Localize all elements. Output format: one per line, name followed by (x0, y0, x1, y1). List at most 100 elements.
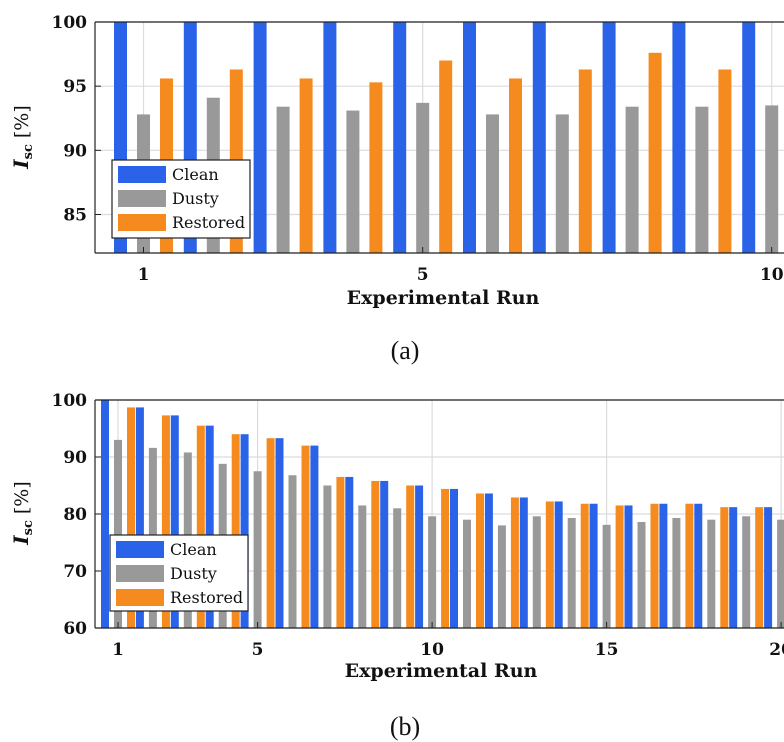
chart-b-bar-restored-run-2 (161, 415, 170, 628)
chart-b-bar-restored-run-6 (301, 445, 310, 628)
chart-a-bar-clean-run-8 (602, 22, 616, 253)
chart-b-bar-dusty-run-5 (253, 471, 262, 628)
chart-a-bar-restored-run-5 (439, 60, 453, 253)
chart-b-bar-restored-run-15 (615, 505, 624, 628)
chart-a-bar-clean-run-10 (742, 22, 756, 253)
chart-a-y-tick-label: 100 (52, 13, 88, 33)
chart-b-bar-dusty-run-12 (497, 525, 506, 628)
chart-a-legend-swatch-clean (118, 166, 166, 183)
chart-b-bar-dusty-run-1 (114, 439, 122, 628)
chart-b-bar-restored-run-10 (441, 488, 450, 628)
chart-b-x-tick-label: 5 (252, 640, 264, 660)
chart-a-bar-dusty-run-6 (486, 114, 499, 254)
chart-b-bar-clean-run-13 (519, 497, 528, 628)
chart-b-bar-clean-run-19 (729, 507, 738, 628)
chart-b-caption: (b) (390, 712, 420, 741)
chart-b-bar-clean-run-10 (415, 485, 424, 628)
chart-b-bar-restored-run-14 (580, 503, 589, 628)
chart-b-bar-dusty-run-11 (463, 519, 471, 628)
chart-a-legend-label-dusty: Dusty (172, 189, 219, 208)
chart-a-bar-restored-run-4 (369, 82, 383, 253)
chart-b-bar-restored-run-17 (685, 503, 694, 628)
chart-a-bar-clean-run-3 (253, 22, 267, 253)
chart-b-bar-clean-run-6 (275, 438, 284, 628)
chart-a-bar-clean-run-7 (532, 22, 546, 253)
chart-a-bar-restored-run-8 (648, 52, 662, 253)
chart-b-bar-restored-run-11 (476, 493, 484, 628)
chart-b-bar-dusty-run-14 (567, 517, 576, 628)
chart-b-y-tick-label: 70 (63, 562, 87, 582)
chart-b-bar-restored-run-12 (510, 497, 519, 628)
chart-a-bar-dusty-run-3 (276, 106, 290, 253)
chart-b-bar-restored-run-8 (371, 480, 380, 628)
chart-b-bar-dusty-run-6 (288, 475, 297, 628)
chart-a-y-axis-label: Isc[%] (9, 105, 36, 169)
chart-b-x-tick-label: 15 (595, 640, 619, 660)
chart-b-bar-dusty-run-9 (393, 508, 402, 628)
chart-b-bar-dusty-run-8 (358, 505, 367, 628)
chart-b-bar-restored-run-16 (650, 503, 659, 628)
chart-b-bar-clean-run-1 (101, 400, 109, 628)
chart-b-bar-dusty-run-20 (777, 519, 784, 628)
chart-b-bar-clean-run-11 (450, 488, 458, 628)
chart-b-bar-dusty-run-19 (742, 516, 751, 628)
chart-a-bar-clean-run-5 (393, 22, 407, 253)
chart-b-legend-label-dusty: Dusty (170, 564, 217, 583)
chart-b-x-tick-label: 20 (769, 640, 784, 660)
chart-b-bar-dusty-run-17 (672, 517, 681, 628)
chart-a-bar-restored-run-7 (578, 69, 592, 253)
chart-a-x-ticks: 1 5 10 (138, 247, 784, 285)
chart-b-legend-label-restored: Restored (170, 588, 243, 607)
chart-b-x-tick-label: 10 (420, 640, 444, 660)
chart-a-bar-restored-run-9 (718, 69, 732, 253)
chart-a-legend-label-restored: Restored (172, 213, 245, 232)
chart-b-bar-restored-run-18 (720, 507, 729, 628)
chart-b-bar-restored-run-3 (196, 425, 205, 628)
chart-b-bar-clean-run-9 (380, 480, 389, 628)
chart-b-bar-dusty-run-18 (707, 519, 716, 628)
chart-b-x-ticks: 15101520 (112, 622, 784, 660)
chart-b-bar-clean-run-20 (764, 507, 773, 628)
chart-b-bar-clean-run-4 (205, 425, 214, 628)
chart-b-bar-restored-run-9 (406, 485, 415, 628)
chart-b-bar-clean-run-3 (170, 415, 179, 628)
chart-b-bar-clean-run-18 (694, 503, 703, 628)
chart-a-y-tick-label: 90 (63, 141, 87, 161)
chart-a-y-tick-label: 85 (63, 206, 87, 226)
chart-a-x-axis-label: Experimental Run (347, 287, 540, 309)
chart-a-bar-dusty-run-5 (416, 102, 430, 253)
chart-b-bar-clean-run-7 (310, 445, 319, 628)
chart-a-bar-clean-run-4 (323, 22, 337, 253)
chart-b-bar-dusty-run-7 (323, 485, 332, 628)
chart-b-y-axis-label: Isc[%] (9, 481, 36, 545)
chart-b-bar-restored-run-7 (336, 476, 345, 628)
chart-b-legend: Clean Dusty Restored (109, 534, 249, 612)
chart-b-bar-dusty-run-13 (532, 516, 541, 628)
chart-b-bar-clean-run-16 (624, 505, 633, 628)
chart-b-x-tick-label: 1 (112, 640, 124, 660)
chart-a-bar-dusty-run-8 (625, 106, 639, 253)
chart-a-x-tick-label: 10 (760, 265, 784, 285)
chart-b-bar-dusty-run-16 (637, 521, 646, 628)
chart-b-x-axis-label: Experimental Run (345, 660, 538, 682)
chart-b-bar-clean-run-12 (484, 493, 493, 628)
chart-a-x-tick-label: 1 (138, 265, 150, 285)
chart-b-bar-dusty-run-15 (602, 524, 611, 628)
chart-b-bar-restored-run-4 (231, 434, 240, 628)
chart-a-bar-dusty-run-7 (555, 114, 569, 254)
chart-a-bar-dusty-run-4 (346, 110, 360, 253)
chart-a-legend-swatch-dusty (118, 190, 166, 207)
chart-a-caption: (a) (391, 336, 420, 365)
chart-a-legend-label-clean: Clean (172, 165, 219, 184)
chart-b-bar-clean-run-15 (589, 503, 598, 628)
chart-a-y-ticks: 85 90 95 100 (52, 13, 101, 226)
chart-b-bar-clean-run-2 (135, 407, 144, 628)
chart-a-bar-clean-run-6 (463, 22, 476, 253)
chart-b-legend-swatch-restored (116, 589, 164, 606)
chart-b-bar-restored-run-13 (545, 501, 554, 628)
chart-b-y-ticks: 60 70 80 90 100 (52, 391, 101, 639)
chart-a-bar-clean-run-9 (672, 22, 686, 253)
